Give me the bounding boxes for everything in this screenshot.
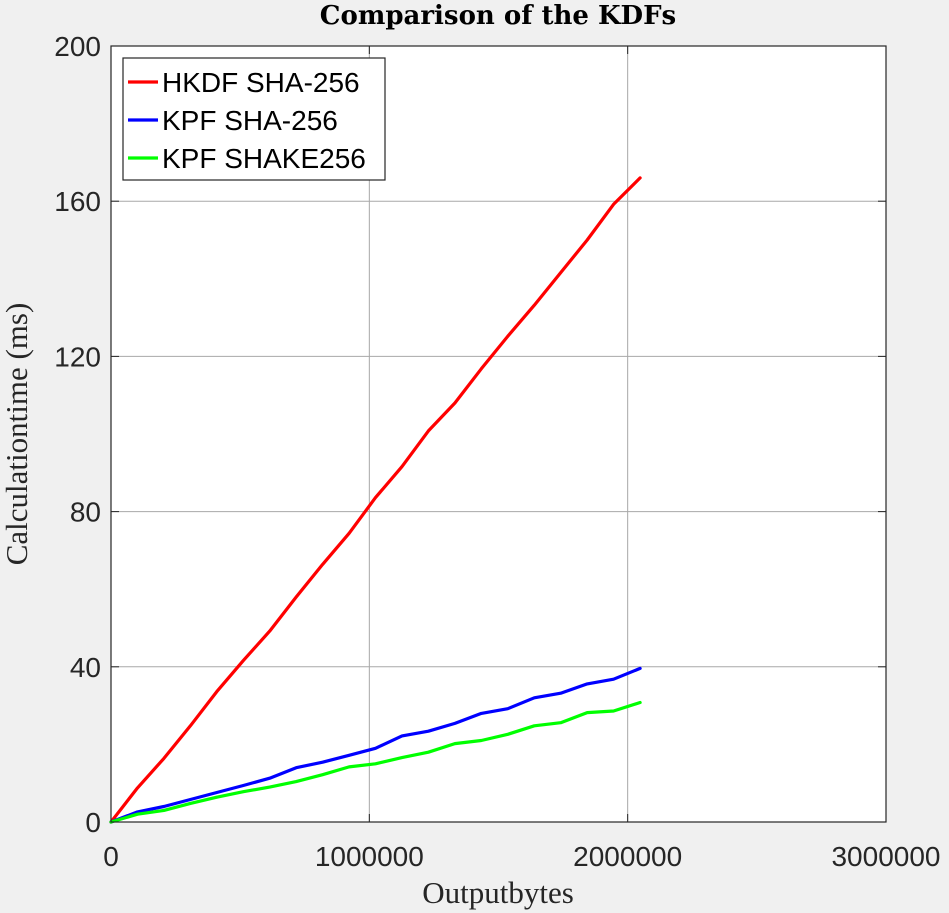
y-tick-label: 40: [70, 652, 101, 683]
legend-entry: HKDF SHA-256: [162, 67, 360, 98]
x-tick-label: 3000000: [831, 841, 940, 872]
x-tick-label: 1000000: [315, 841, 424, 872]
y-tick-label: 0: [85, 807, 101, 838]
x-tick-label: 2000000: [573, 841, 682, 872]
y-axis-ticks: 0 40 80 120 160 200: [54, 31, 886, 838]
legend-box: [122, 57, 386, 181]
series-line: [109, 176, 642, 824]
legend-entry: KPF SHAKE256: [162, 143, 366, 174]
x-axis-ticks: 0 1000000 2000000 3000000: [103, 46, 941, 872]
legend: HKDF SHA-256 KPF SHA-256 KPF SHAKE256: [122, 57, 386, 181]
series-lines: [109, 176, 642, 824]
legend-entry: KPF SHA-256: [162, 105, 338, 136]
chart-title: Comparison of the KDFs: [320, 1, 676, 31]
y-tick-label: 160: [54, 186, 101, 217]
y-tick-label: 120: [54, 341, 101, 372]
y-tick-label: 80: [70, 497, 101, 528]
plot-frame: [110, 45, 887, 823]
y-axis-label: Calculationtime (ms): [0, 303, 34, 566]
series-line: [109, 666, 642, 824]
series-line: [109, 700, 642, 824]
y-tick-label: 200: [54, 31, 101, 62]
x-axis-label: Outputbytes: [422, 875, 574, 910]
x-tick-label: 0: [103, 841, 119, 872]
